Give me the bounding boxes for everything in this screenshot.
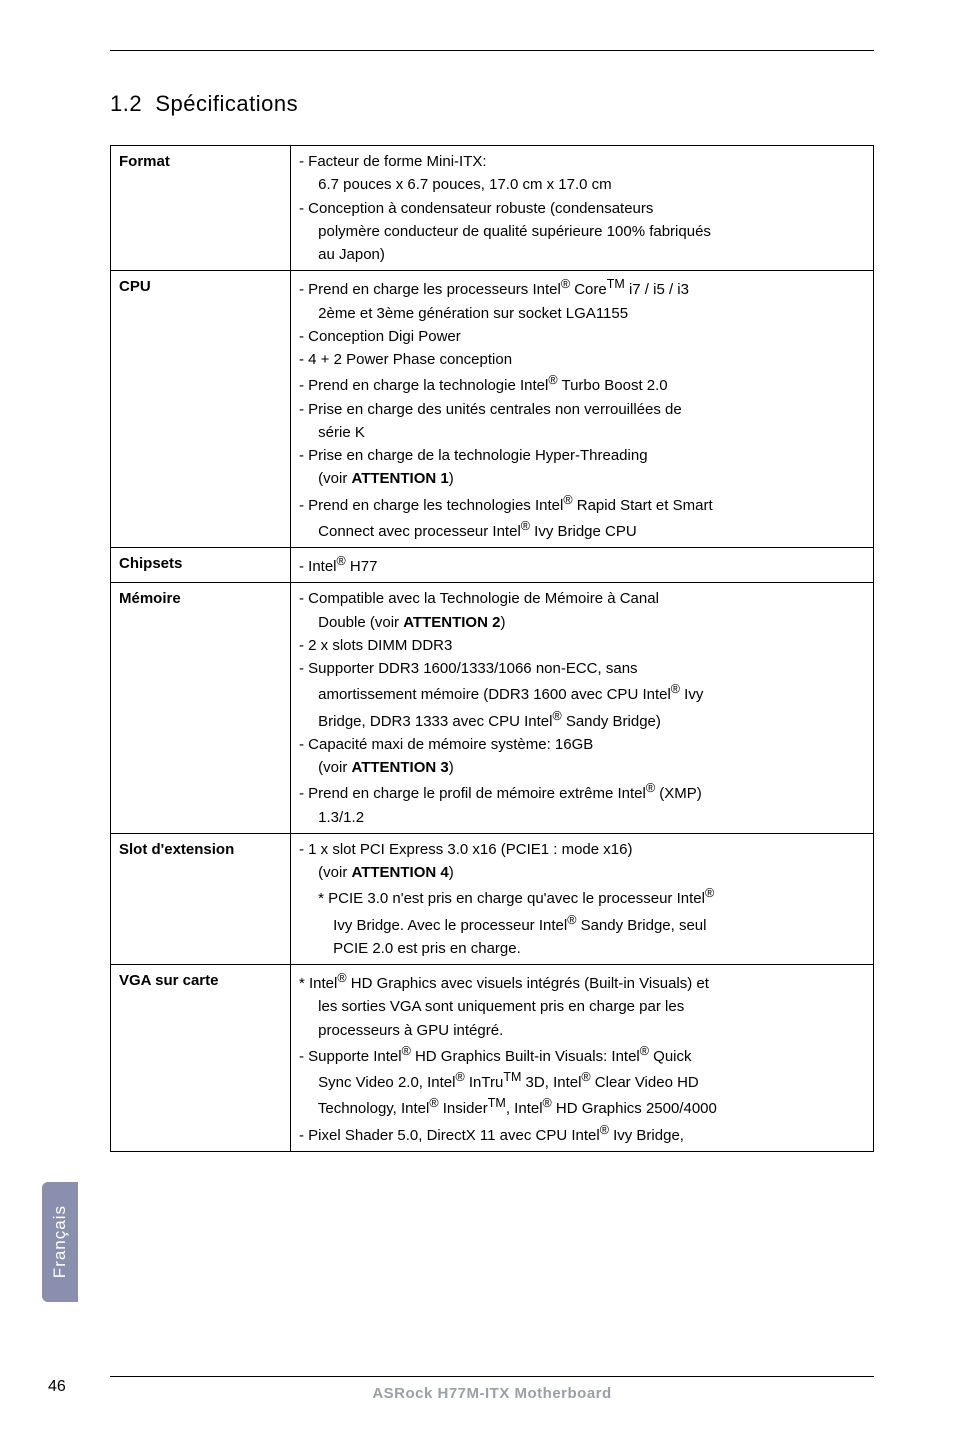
content-line: Sync Video 2.0, Intel® InTruTM 3D, Intel… (299, 1068, 865, 1094)
content-line: - Capacité maxi de mémoire système: 16GB (299, 733, 865, 756)
content-line: - Conception à condensateur robuste (con… (299, 197, 865, 220)
content-line: 2ème et 3ème génération sur socket LGA11… (299, 302, 865, 325)
table-row: Slot d'extension - 1 x slot PCI Express 3… (111, 833, 874, 964)
content-line: * Intel® HD Graphics avec visuels intégr… (299, 969, 865, 995)
row-content: - Compatible avec la Technologie de Mémo… (291, 583, 874, 834)
row-content: - 1 x slot PCI Express 3.0 x16 (PCIE1 : … (291, 833, 874, 964)
row-content: - Intel® H77 (291, 548, 874, 583)
top-rule (110, 50, 874, 51)
content-line: Ivy Bridge. Avec le processeur Intel® Sa… (299, 911, 865, 937)
page-number: 46 (48, 1378, 66, 1396)
section-title: 1.2 Spécifications (110, 91, 874, 117)
content-line: (voir ATTENTION 3) (299, 756, 865, 779)
table-row: CPU - Prend en charge les processeurs Int… (111, 271, 874, 548)
table-row: Chipsets - Intel® H77 (111, 548, 874, 583)
spec-table: Format- Facteur de forme Mini-ITX: 6.7 p… (110, 145, 874, 1152)
row-label: Format (111, 146, 291, 271)
content-line: - 1 x slot PCI Express 3.0 x16 (PCIE1 : … (299, 838, 865, 861)
content-line: - Compatible avec la Technologie de Mémo… (299, 587, 865, 610)
table-row: VGA sur carte * Intel® HD Graphics avec v… (111, 965, 874, 1152)
table-row: Mémoire - Compatible avec la Technologie … (111, 583, 874, 834)
content-line: - Prend en charge le profil de mémoire e… (299, 779, 865, 805)
section-heading: Spécifications (155, 91, 298, 116)
row-content: - Facteur de forme Mini-ITX: 6.7 pouces … (291, 146, 874, 271)
row-label: Chipsets (111, 548, 291, 583)
footer-text: ASRock H77M-ITX Motherboard (372, 1385, 611, 1402)
content-line: Technology, Intel® InsiderTM, Intel® HD … (299, 1094, 865, 1120)
content-line: amortissement mémoire (DDR3 1600 avec CP… (299, 680, 865, 706)
content-line: - Prise en charge de la technologie Hype… (299, 444, 865, 467)
row-content: - Prend en charge les processeurs Intel®… (291, 271, 874, 548)
content-line: processeurs à GPU intégré. (299, 1019, 865, 1042)
row-label: VGA sur carte (111, 965, 291, 1152)
content-line: - Conception Digi Power (299, 325, 865, 348)
content-line: - Pixel Shader 5.0, DirectX 11 avec CPU … (299, 1121, 865, 1147)
language-tab-label: Français (50, 1205, 70, 1278)
content-line: Connect avec processeur Intel® Ivy Bridg… (299, 517, 865, 543)
content-line: - Prend en charge les processeurs Intel®… (299, 275, 865, 301)
content-line: polymère conducteur de qualité supérieur… (299, 220, 865, 243)
content-line: - Prend en charge la technologie Intel® … (299, 371, 865, 397)
content-line: - 2 x slots DIMM DDR3 (299, 634, 865, 657)
content-line: Bridge, DDR3 1333 avec CPU Intel® Sandy … (299, 707, 865, 733)
content-line: - Prend en charge les technologies Intel… (299, 491, 865, 517)
content-line: - 4 + 2 Power Phase conception (299, 348, 865, 371)
content-line: - Intel® H77 (299, 552, 865, 578)
content-line: Double (voir ATTENTION 2) (299, 611, 865, 634)
table-row: Format- Facteur de forme Mini-ITX: 6.7 p… (111, 146, 874, 271)
content-line: 1.3/1.2 (299, 806, 865, 829)
row-label: Slot d'extension (111, 833, 291, 964)
content-line: - Facteur de forme Mini-ITX: (299, 150, 865, 173)
content-line: les sorties VGA sont uniquement pris en … (299, 995, 865, 1018)
content-line: 6.7 pouces x 6.7 pouces, 17.0 cm x 17.0 … (299, 173, 865, 196)
row-content: * Intel® HD Graphics avec visuels intégr… (291, 965, 874, 1152)
content-line: * PCIE 3.0 n'est pris en charge qu'avec … (299, 884, 865, 910)
section-number: 1.2 (110, 91, 142, 116)
spec-table-body: Format- Facteur de forme Mini-ITX: 6.7 p… (111, 146, 874, 1152)
content-line: - Prise en charge des unités centrales n… (299, 398, 865, 421)
footer-bar: ASRock H77M-ITX Motherboard (110, 1376, 874, 1402)
language-tab: Français (42, 1182, 78, 1302)
content-line: PCIE 2.0 est pris en charge. (299, 937, 865, 960)
content-line: série K (299, 421, 865, 444)
content-line: (voir ATTENTION 1) (299, 467, 865, 490)
content-line: - Supporter DDR3 1600/1333/1066 non-ECC,… (299, 657, 865, 680)
row-label: CPU (111, 271, 291, 548)
content-line: au Japon) (299, 243, 865, 266)
content-line: - Supporte Intel® HD Graphics Built-in V… (299, 1042, 865, 1068)
row-label: Mémoire (111, 583, 291, 834)
content-line: (voir ATTENTION 4) (299, 861, 865, 884)
